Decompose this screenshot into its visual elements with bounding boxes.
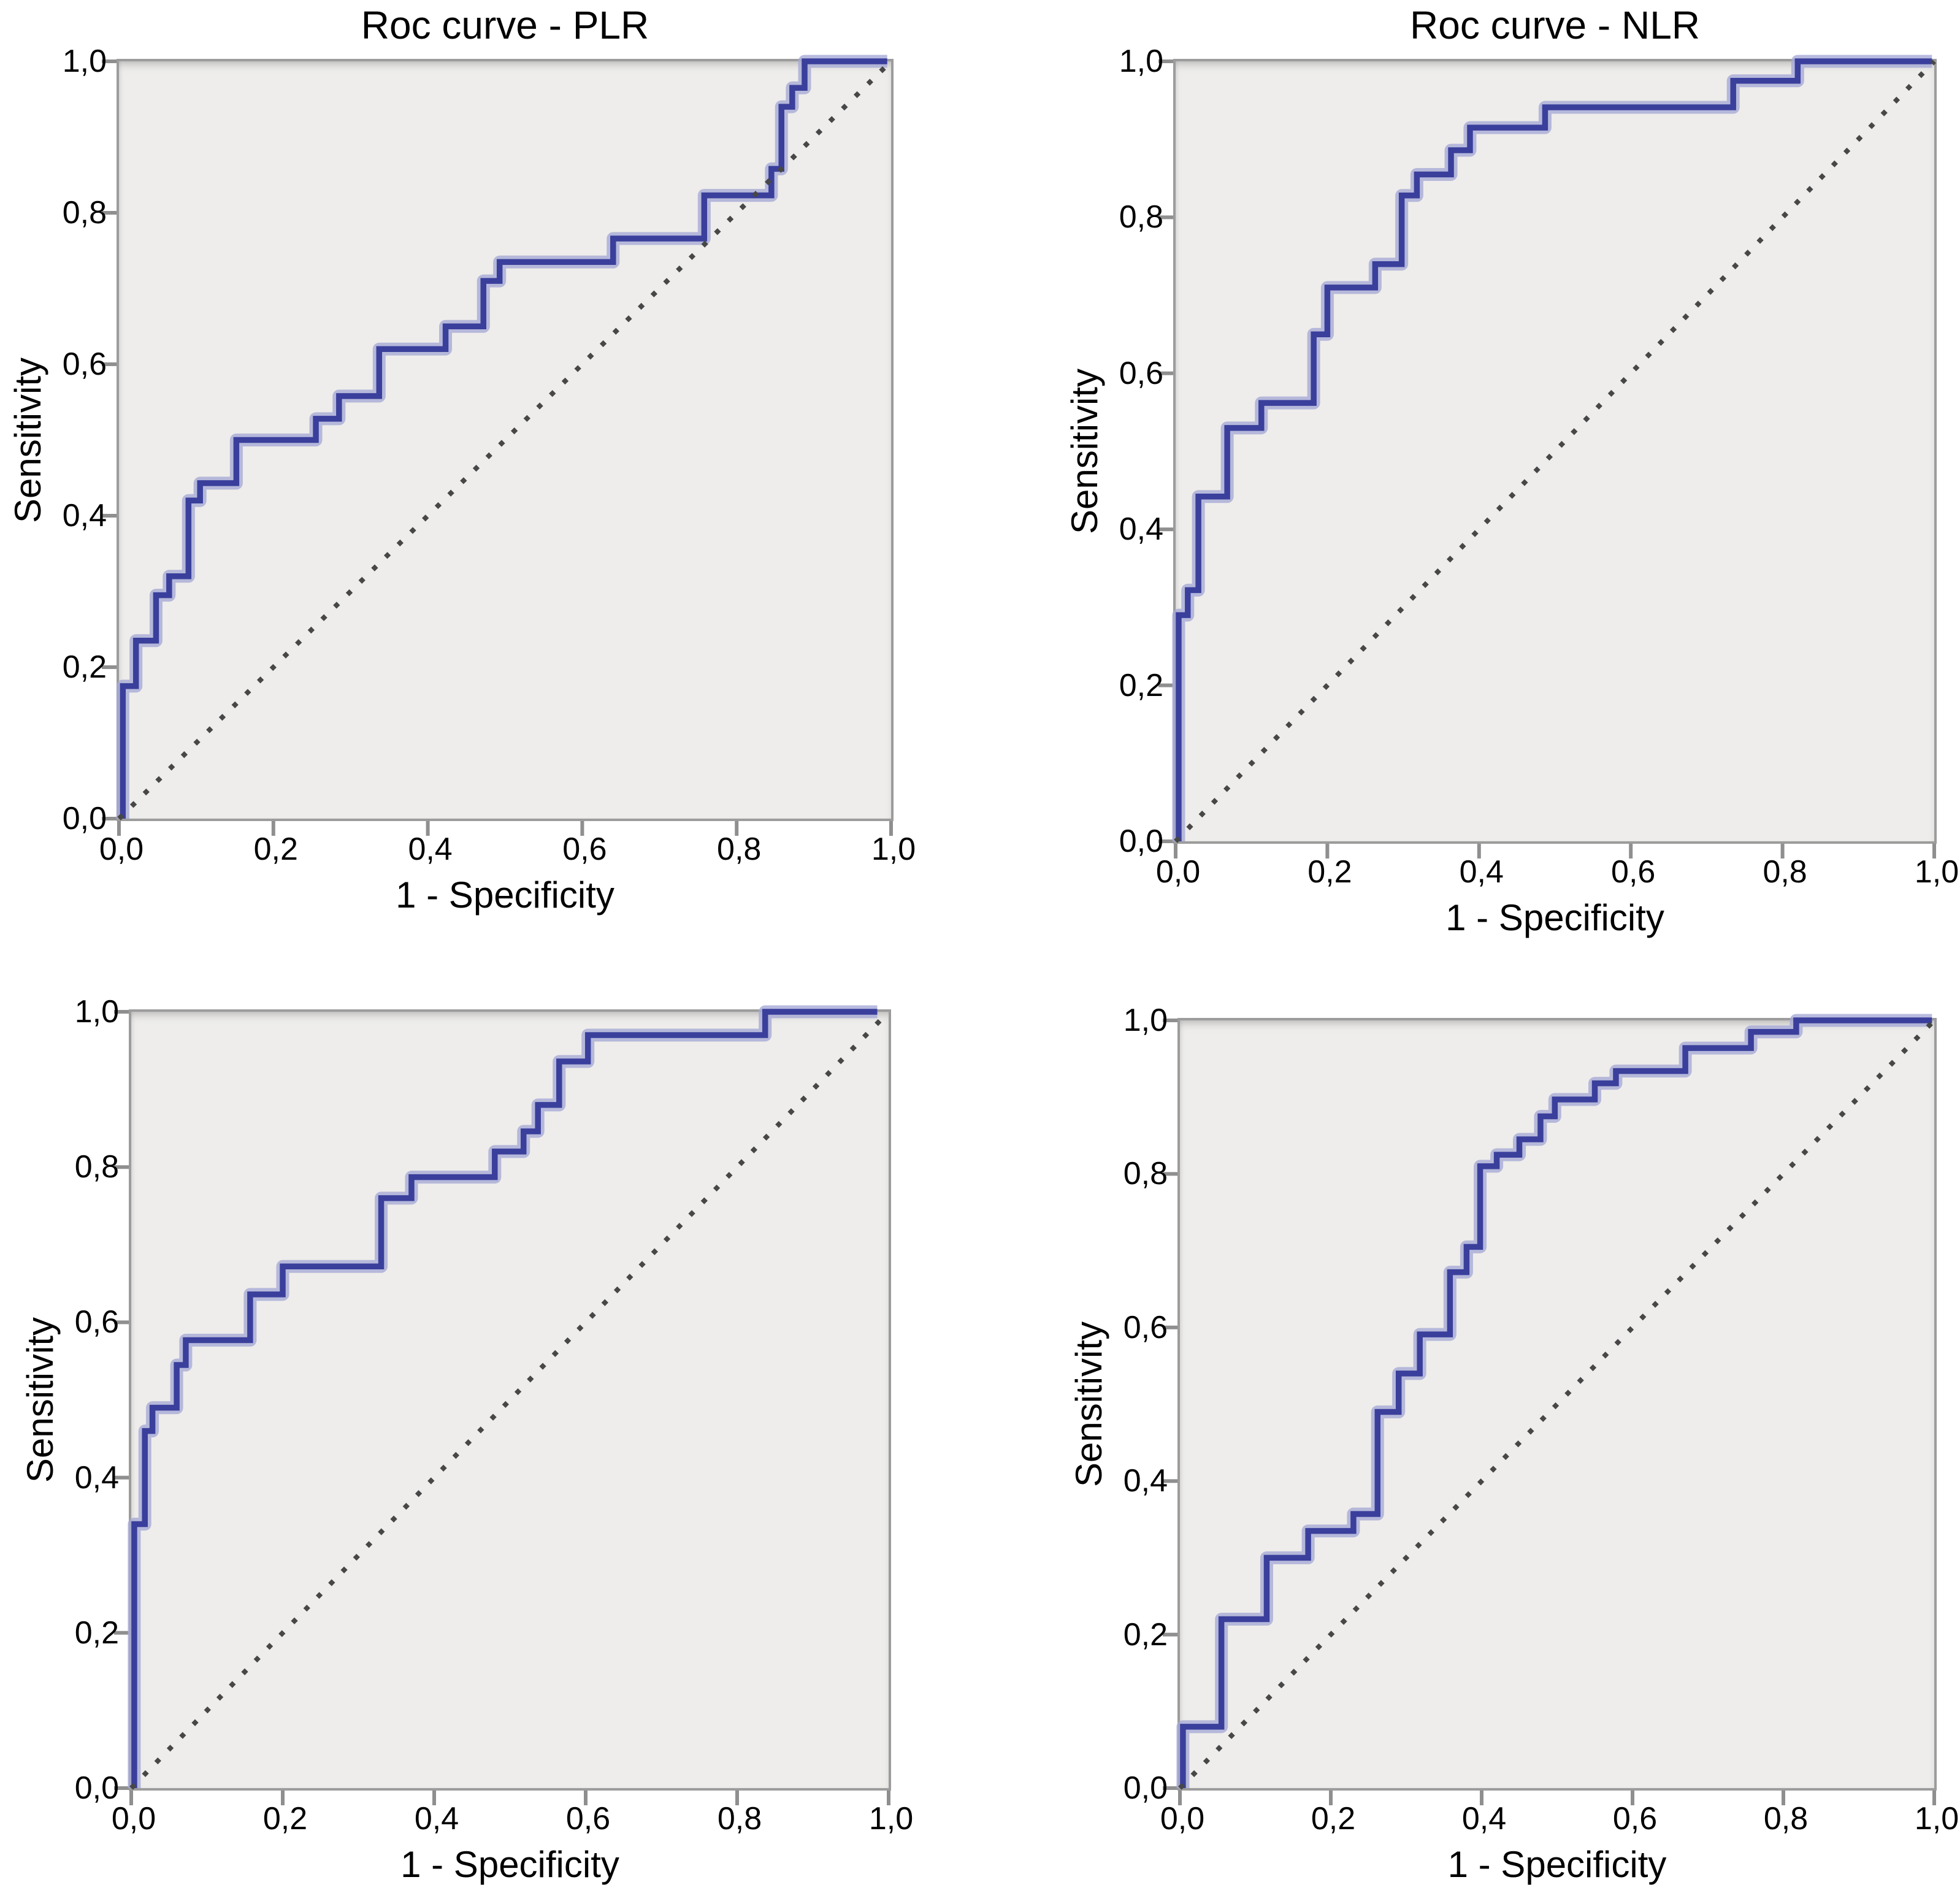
x-tick-label: 0,2 — [1307, 854, 1352, 890]
y-axis-title-text: Sensitivity — [20, 1317, 61, 1483]
roc-panel-plr-top: Roc curve - PLR Sensitivity 1 - Specific… — [7, 4, 916, 914]
y-tick-label: 0,2 — [74, 1615, 119, 1651]
roc-curve-line — [131, 1009, 878, 1788]
y-tick-label: 0,6 — [1119, 355, 1163, 391]
roc-panel-nlr-top: Roc curve - NLR Sensitivity 1 - Specific… — [1064, 4, 1959, 936]
reference-diagonal-line — [1178, 1019, 1936, 1790]
chart-title: Roc curve - NLR — [1410, 3, 1700, 47]
x-axis-title: 1 - Specificity — [400, 1844, 619, 1885]
roc-plot-canvas — [102, 55, 893, 836]
y-axis-title-text: Sensitivity — [1064, 368, 1105, 535]
x-tick-label: 0,0 — [99, 832, 144, 867]
x-tick-label: 0,4 — [1461, 1801, 1507, 1837]
roc-panel-bottom-left: Sensitivity 1 - Specificity 0,0 0,2 0,4 0,6… — [20, 996, 913, 1883]
x-tick-label: 1,0 — [868, 1801, 914, 1837]
roc-plot-canvas — [114, 1005, 890, 1805]
x-tick-label: 1,0 — [1914, 854, 1959, 890]
x-tick-label: 0,8 — [1763, 1801, 1809, 1837]
x-tick-label: 0,8 — [717, 1801, 762, 1837]
y-tick-label: 0,6 — [74, 1304, 119, 1340]
roc-curve-line — [1180, 1017, 1932, 1788]
y-tick-label: 0,8 — [74, 1149, 119, 1185]
y-tick-label: 0,4 — [1123, 1463, 1168, 1499]
y-tick-label: 0,8 — [1119, 199, 1163, 235]
y-tick-label: 0,6 — [1123, 1309, 1168, 1345]
y-axis-title-text: Sensitivity — [7, 357, 48, 523]
y-tick-label: 1,0 — [1123, 1003, 1168, 1038]
x-axis-title: 1 - Specificity — [396, 874, 614, 916]
x-tick-label: 0,2 — [262, 1801, 308, 1837]
x-tick-label: 0,6 — [562, 832, 607, 867]
x-tick-label: 0,2 — [1311, 1801, 1356, 1837]
y-tick-label: 1,0 — [1119, 44, 1163, 79]
y-tick-label: 0,0 — [1119, 824, 1163, 859]
x-tick-label: 0,2 — [253, 832, 298, 867]
y-tick-label: 0,2 — [1123, 1616, 1168, 1653]
x-tick-label: 0,4 — [414, 1801, 459, 1837]
y-tick-label: 0,0 — [62, 801, 107, 836]
x-tick-label: 1,0 — [871, 832, 916, 867]
y-tick-label: 1,0 — [74, 994, 119, 1030]
x-tick-label: 0,8 — [717, 832, 762, 867]
chart-title: Roc curve - PLR — [361, 3, 649, 47]
reference-diagonal-line — [129, 1010, 890, 1790]
x-tick-label: 0,6 — [1611, 854, 1656, 890]
x-axis-title: 1 - Specificity — [1445, 897, 1664, 938]
reference-diagonal-line — [1174, 59, 1936, 843]
x-tick-label: 0,4 — [408, 832, 453, 867]
y-tick-label: 0,4 — [62, 498, 107, 533]
x-tick-label: 0,6 — [1612, 1801, 1658, 1837]
y-axis-title-text: Sensitivity — [1068, 1321, 1109, 1488]
y-tick-label: 0,6 — [62, 346, 107, 382]
x-tick-label: 1,0 — [1914, 1801, 1959, 1837]
y-tick-label: 0,8 — [1123, 1156, 1168, 1192]
roc-panel-bottom-right: Sensitivity 1 - Specificity 0,0 0,2 0,4 0,6… — [1068, 1004, 1959, 1883]
roc-plot-canvas — [1158, 55, 1936, 858]
y-tick-label: 1,0 — [62, 44, 107, 79]
x-tick-label: 0,8 — [1763, 854, 1807, 890]
roc-curve-line — [1176, 58, 1932, 841]
x-axis-title: 1 - Specificity — [1447, 1844, 1667, 1885]
reference-diagonal-line — [117, 59, 893, 820]
x-tick-label: 0,0 — [111, 1801, 156, 1837]
y-tick-label: 0,2 — [1119, 667, 1163, 703]
y-tick-label: 0,0 — [1123, 1770, 1168, 1806]
x-tick-label: 0,6 — [565, 1801, 611, 1837]
x-tick-label: 0,0 — [1160, 1801, 1205, 1837]
y-tick-label: 0,2 — [62, 649, 107, 685]
y-tick-label: 0,0 — [74, 1770, 119, 1806]
x-tick-label: 0,0 — [1155, 854, 1201, 890]
x-tick-label: 0,4 — [1459, 854, 1504, 890]
roc-plot-canvas — [1163, 1014, 1936, 1805]
y-tick-label: 0,4 — [74, 1459, 119, 1496]
y-tick-label: 0,8 — [62, 195, 107, 231]
y-tick-label: 0,4 — [1119, 511, 1163, 548]
